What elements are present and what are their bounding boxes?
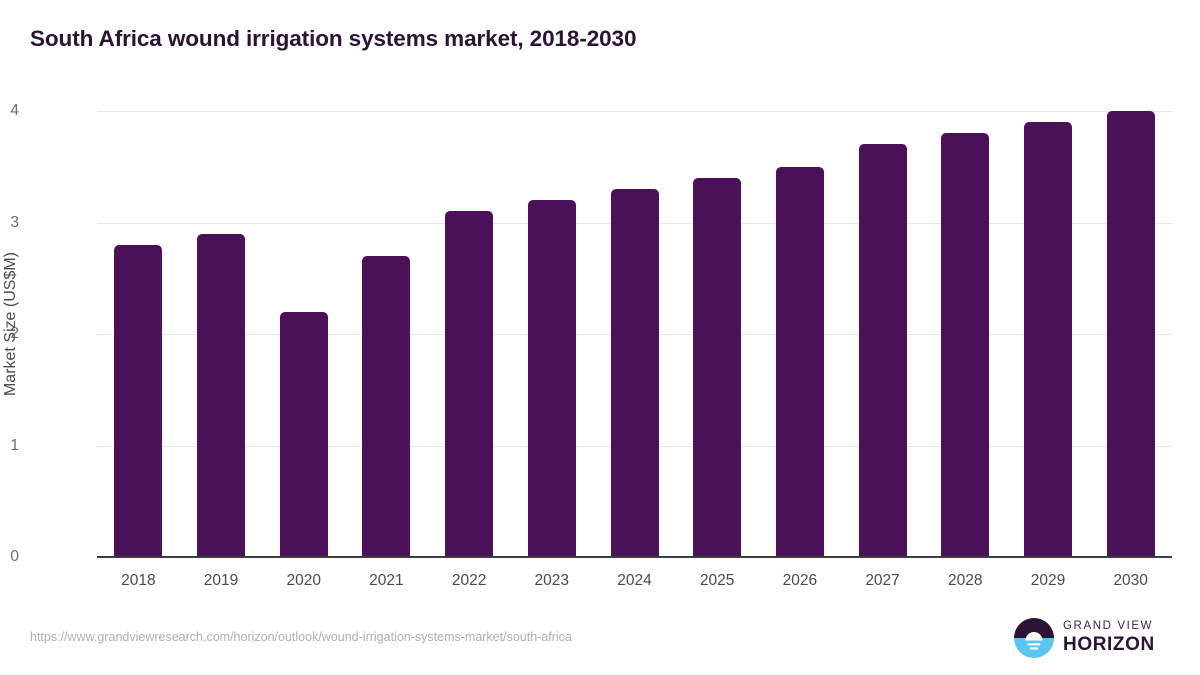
x-axis-tick-label-2021: 2021 (369, 572, 404, 589)
source-url-text: https://www.grandviewresearch.com/horizo… (30, 630, 572, 644)
x-axis-tick-label-2027: 2027 (865, 572, 900, 589)
page-title: South Africa wound irrigation systems ma… (30, 26, 637, 51)
y-axis-tick-label: 3 (10, 213, 19, 231)
bar-2027[interactable] (858, 144, 907, 557)
logo-wordmark: GRAND VIEW HORIZON (1063, 619, 1155, 655)
x-axis-line (97, 556, 1172, 558)
x-axis-tick-label-2024: 2024 (617, 572, 652, 589)
bar-2024[interactable] (610, 189, 659, 557)
x-axis-tick-label-2022: 2022 (451, 572, 487, 589)
logo-line-grand-view: GRAND VIEW (1063, 620, 1154, 632)
y-axis-title: Market Size (US$M) (2, 251, 19, 397)
bar-2021[interactable] (362, 255, 411, 557)
horizon-sun-icon (1014, 618, 1054, 658)
bar-2025[interactable] (693, 177, 742, 557)
plot-area (97, 111, 1172, 557)
x-axis-tick-label-2029: 2029 (1030, 572, 1066, 589)
bar-2018[interactable] (114, 244, 163, 557)
bar-2029[interactable] (1023, 122, 1072, 557)
x-axis-tick-label-2026: 2026 (782, 572, 818, 589)
gridline (97, 111, 1172, 112)
bar-2020[interactable] (279, 311, 328, 557)
x-axis-tick-label-2025: 2025 (699, 572, 735, 589)
y-axis-tick-label: 1 (10, 436, 19, 454)
x-axis-tick-label-2018: 2018 (121, 572, 156, 589)
bar-2023[interactable] (527, 200, 576, 557)
y-axis-tick-label: 0 (10, 548, 19, 565)
bar-2019[interactable] (197, 233, 246, 557)
x-axis-tick-label-2019: 2019 (203, 572, 239, 589)
x-axis-tick-label-2030: 2030 (1113, 572, 1148, 589)
y-axis-tick-label: 4 (10, 102, 19, 119)
grand-view-horizon-logo: GRAND VIEW HORIZON (1013, 616, 1173, 660)
y-axis-tick-label: 2 (10, 325, 19, 342)
x-axis-tick-label-2028: 2028 (948, 572, 983, 589)
bar-2028[interactable] (941, 133, 990, 557)
bar-2030[interactable] (1106, 111, 1155, 557)
bar-2022[interactable] (445, 211, 494, 557)
logo-line-horizon: HORIZON (1063, 634, 1155, 655)
x-axis-tick-label-2023: 2023 (534, 572, 570, 589)
x-axis-tick-label-2020: 2020 (286, 572, 321, 589)
bar-2026[interactable] (775, 166, 824, 557)
